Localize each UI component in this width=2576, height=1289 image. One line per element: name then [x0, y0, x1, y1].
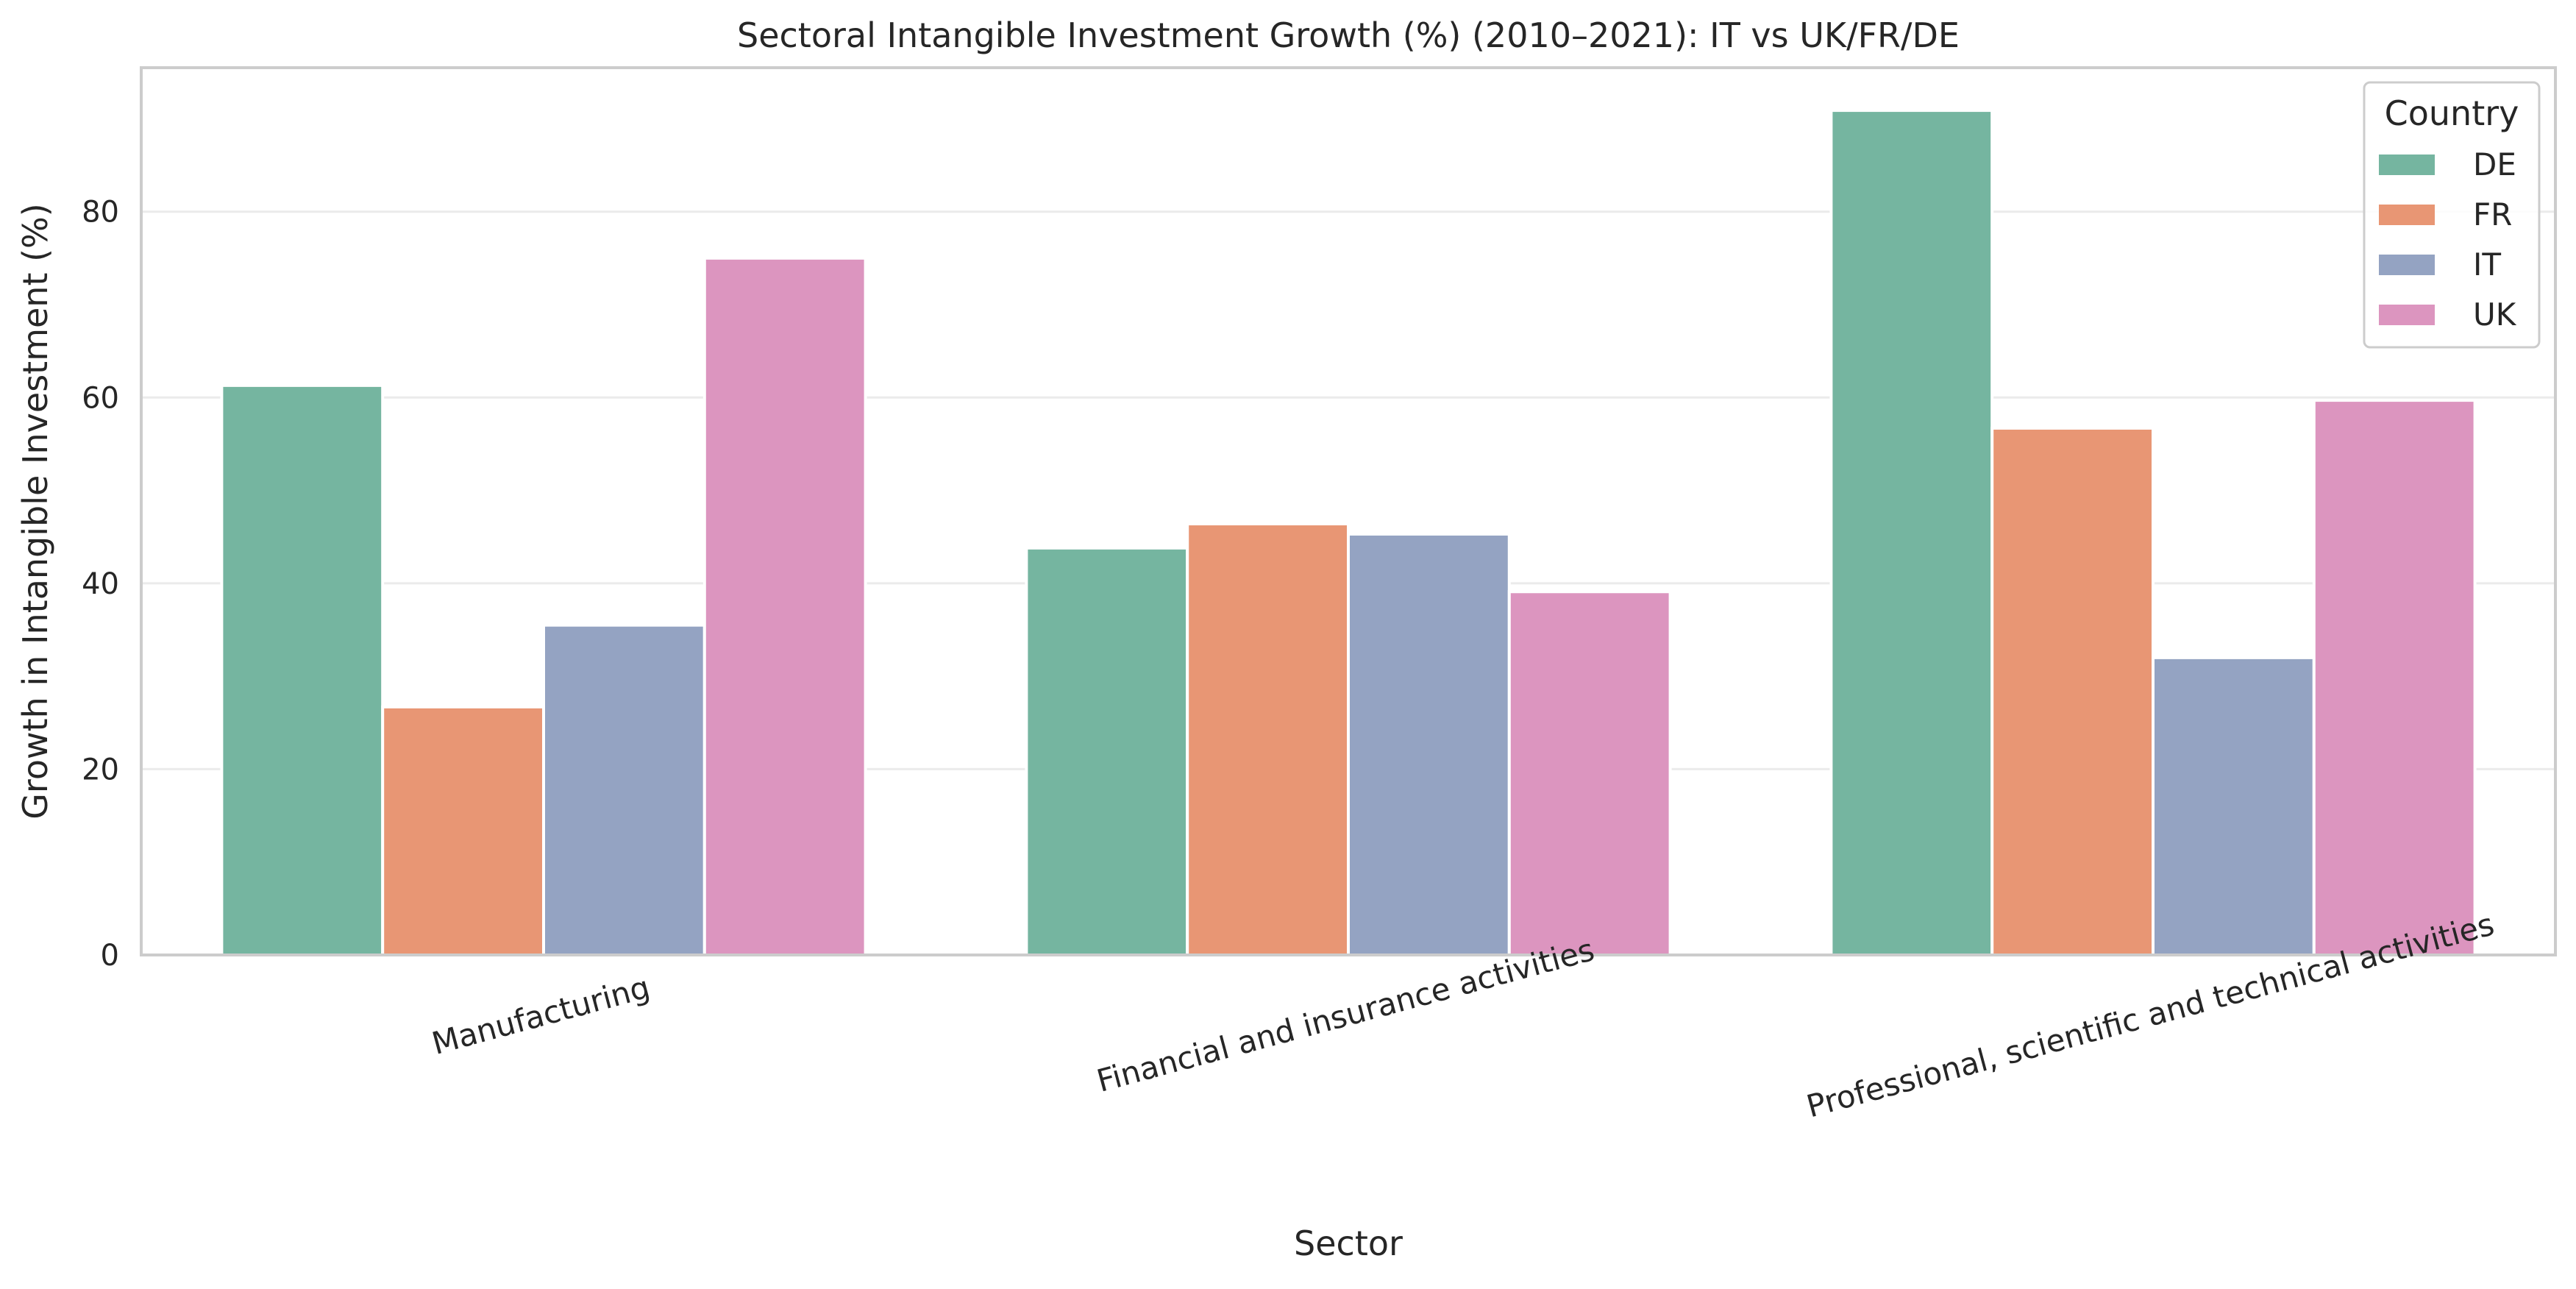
- legend-box: [2363, 81, 2541, 349]
- bar-it: [2152, 656, 2316, 956]
- bar-de: [1829, 109, 1994, 956]
- bar-fr: [381, 705, 546, 956]
- x-tick-label: Manufacturing: [428, 969, 653, 1062]
- y-tick-label: 20: [82, 753, 119, 786]
- legend-items: DE FR IT UK: [2379, 146, 2517, 333]
- y-tick-label: 0: [101, 939, 119, 973]
- chart-title: Sectoral Intangible Investment Growth (%…: [737, 15, 1960, 55]
- bar-uk: [702, 256, 867, 956]
- bar-it: [1347, 532, 1511, 956]
- bars: [220, 109, 2477, 956]
- y-axis-ticks: 0 20 40 60 80: [82, 196, 119, 973]
- legend-swatch-it: [2379, 255, 2435, 275]
- bar-de: [1025, 546, 1189, 956]
- plot-frame: [140, 66, 2557, 956]
- legend-label-fr: FR: [2473, 196, 2512, 232]
- legend-swatch-fr: [2379, 205, 2435, 225]
- y-axis-label: Growth in Intangible Investment (%): [15, 203, 55, 819]
- legend: Country DE FR IT UK: [2363, 81, 2541, 349]
- legend-swatch-uk: [2379, 305, 2435, 325]
- bar-uk: [2312, 399, 2477, 956]
- x-axis-label: Sector: [1294, 1224, 1403, 1263]
- legend-title: Country: [2385, 93, 2519, 133]
- y-tick-label: 80: [82, 196, 119, 230]
- bar-uk: [1507, 590, 1672, 956]
- legend-label-it: IT: [2473, 246, 2501, 283]
- bar-fr: [1186, 522, 1350, 956]
- y-tick-label: 60: [82, 381, 119, 415]
- bar-de: [220, 383, 385, 956]
- legend-swatch-de: [2379, 155, 2435, 175]
- legend-label-de: DE: [2473, 146, 2516, 182]
- bar-it: [542, 623, 706, 956]
- y-tick-label: 40: [82, 567, 119, 601]
- bar-fr: [1990, 426, 2155, 956]
- x-tick-label: Financial and insurance activities: [1093, 931, 1598, 1099]
- legend-label-uk: UK: [2473, 296, 2517, 333]
